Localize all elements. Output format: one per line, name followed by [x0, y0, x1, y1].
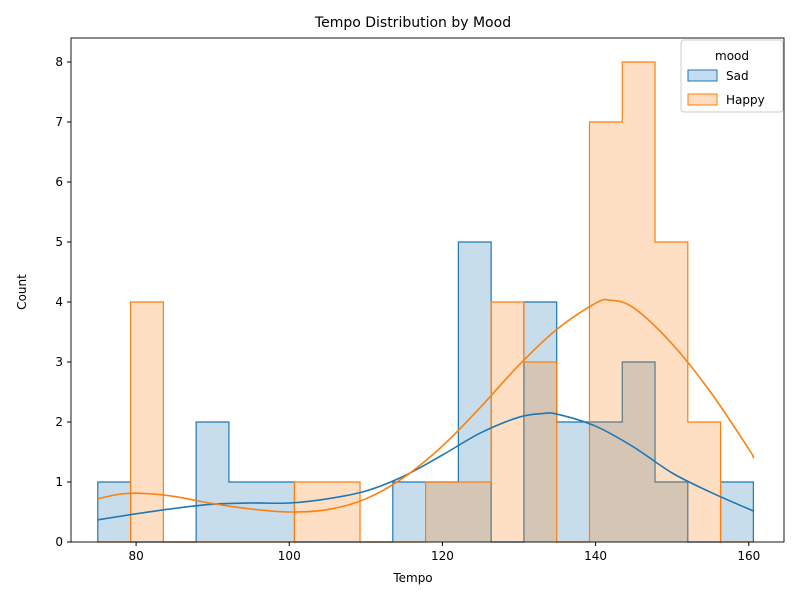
- y-tick-label: 3: [55, 355, 63, 369]
- step-outline-sad: [97, 241, 754, 543]
- histogram-bars: [97, 61, 754, 543]
- bar-happy-bin-17: [655, 242, 688, 542]
- bar-happy-bin-16: [622, 62, 656, 542]
- bar-sad-bin-14: [556, 422, 590, 542]
- y-tick-label: 8: [55, 55, 63, 69]
- plot-frame: [70, 37, 785, 543]
- bar-sad-bin-4: [228, 482, 262, 542]
- y-tick-label: 6: [55, 175, 63, 189]
- axes: 80 100 120 140 160 0 1 2 3 4 5 6 7 8: [55, 37, 785, 563]
- x-tick-label: 120: [431, 549, 454, 563]
- series-sad-bars: [97, 241, 754, 543]
- x-tick-label: 100: [278, 549, 301, 563]
- bar-happy-bin-11: [458, 482, 492, 542]
- legend-label-sad: Sad: [726, 69, 749, 83]
- kde-happy: [97, 298, 755, 513]
- bar-happy-bin-10: [425, 482, 459, 542]
- legend-label-happy: Happy: [726, 93, 765, 107]
- bar-sad-bin-0: [97, 482, 131, 542]
- x-tick-label: 140: [584, 549, 607, 563]
- x-axis-label: Tempo: [392, 571, 432, 585]
- y-tick-label: 0: [55, 535, 63, 549]
- legend-swatch-happy: [687, 93, 718, 106]
- bar-sad-bin-19: [720, 482, 754, 542]
- bar-sad-bin-3: [196, 422, 229, 542]
- bar-sad-bin-17: [655, 482, 688, 542]
- bar-happy-bin-15: [589, 122, 623, 542]
- bar-sad-bin-9: [392, 482, 426, 542]
- bar-sad-bin-13: [523, 302, 557, 542]
- x-tick-label: 80: [128, 549, 143, 563]
- series-happy-bars: [97, 61, 754, 543]
- legend-swatch-sad: [687, 69, 718, 82]
- bar-happy-bin-13: [523, 362, 557, 542]
- chart-title: Tempo Distribution by Mood: [314, 15, 511, 31]
- bar-happy-bin-18: [687, 422, 721, 542]
- bar-happy-bin-1: [130, 302, 164, 542]
- y-axis-label: Count: [15, 274, 29, 310]
- bar-sad-bin-11: [458, 242, 492, 542]
- legend: mood Sad Happy: [680, 39, 784, 113]
- y-tick-label: 4: [55, 295, 63, 309]
- bar-sad-bin-16: [622, 362, 656, 542]
- bar-happy-bin-12: [491, 302, 524, 542]
- x-tick-label: 160: [737, 549, 760, 563]
- legend-title: mood: [715, 49, 749, 63]
- y-tick-label: 7: [55, 115, 63, 129]
- kde-curves: [97, 298, 755, 521]
- bar-sad-bin-15: [589, 422, 623, 542]
- y-tick-label: 5: [55, 235, 63, 249]
- bar-happy-bin-7: [327, 482, 361, 542]
- y-tick-label: 2: [55, 415, 63, 429]
- bar-sad-bin-10: [425, 482, 459, 542]
- y-tick-label: 1: [55, 475, 63, 489]
